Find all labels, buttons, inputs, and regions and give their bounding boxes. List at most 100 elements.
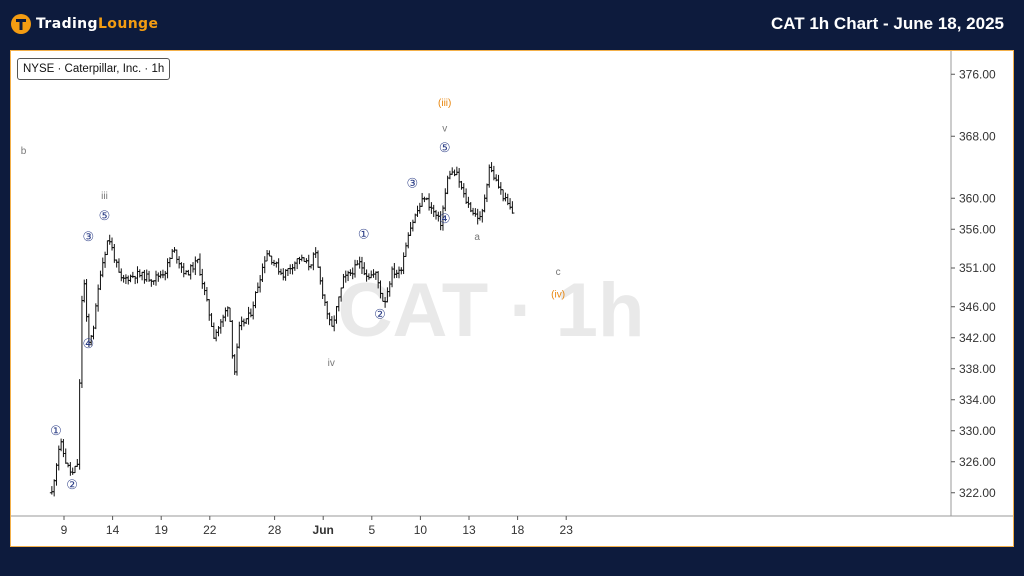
symbol-badge[interactable]: NYSE · Caterpillar, Inc. · 1h: [17, 58, 171, 80]
ohlc-bar: [295, 258, 300, 270]
ohlc-bar: [75, 458, 80, 467]
ohlc-bar: [473, 208, 478, 217]
wave-label: a: [474, 232, 480, 243]
ohlc-bar: [49, 486, 54, 495]
ohlc-bar: [207, 299, 212, 321]
ohlc-bar: [105, 240, 110, 256]
time-tick-label: 13: [462, 523, 476, 537]
ohlc-bar: [498, 182, 503, 195]
ohlc-bar: [68, 462, 73, 476]
price-tick-label: 322.00: [959, 486, 996, 500]
price-axis: 376.00 368.00 360.00 356.00 351.00 346.00 342.…: [951, 67, 996, 500]
ohlc-bar: [487, 164, 492, 188]
ohlc-bar: [318, 266, 323, 285]
ohlc-bar: [221, 314, 226, 327]
ohlc-bar: [140, 271, 145, 281]
ohlc-bar: [248, 308, 253, 318]
ohlc-bar: [262, 256, 267, 274]
ohlc-bar: [447, 170, 452, 180]
ohlc-bar: [454, 166, 459, 176]
ohlc-bar: [496, 174, 501, 189]
ohlc-bar: [123, 274, 128, 284]
ohlc-bar: [315, 250, 320, 268]
ohlc-bar: [156, 272, 161, 282]
ohlc-bar: [484, 183, 489, 203]
ohlc-bar: [184, 270, 189, 275]
ohlc-bar: [410, 219, 415, 232]
ohlc-bar: [107, 234, 112, 245]
ohlc-bar: [230, 320, 235, 359]
brand-name: TradingLounge: [36, 16, 158, 32]
wave-label: ④: [439, 211, 451, 226]
ohlc-bar: [267, 250, 272, 257]
ohlc-bar: [119, 268, 124, 282]
ohlc-bar: [466, 196, 471, 208]
ohlc-bar: [181, 262, 186, 278]
price-tick-label: 342.00: [959, 331, 996, 345]
ohlc-bar: [325, 301, 330, 320]
ohlc-bar: [251, 301, 256, 320]
ohlc-bar: [142, 269, 147, 284]
ohlc-bar: [450, 167, 455, 175]
ohlc-bar: [244, 318, 249, 324]
price-tick-label: 360.00: [959, 191, 996, 205]
ohlc-bar: [197, 253, 202, 276]
wave-label: iv: [328, 358, 335, 369]
ohlc-bar: [272, 259, 277, 267]
wave-labels: ① ② ③ ④ ⑤ iii iv ① ② ③ ④ ⑤ v (iii) a b c (iv): [21, 98, 565, 492]
ohlc-bar: [193, 256, 198, 276]
ohlc-bar: [508, 198, 513, 210]
ohlc-bar: [218, 319, 223, 334]
ohlc-bar: [464, 188, 469, 205]
brand-mark-icon: [11, 14, 31, 34]
ohlc-bar: [188, 264, 193, 280]
wave-label: (iii): [438, 98, 451, 109]
ohlc-bar: [475, 208, 480, 225]
ohlc-bar: [202, 281, 207, 296]
ohlc-bar: [477, 211, 482, 221]
price-tick-label: 376.00: [959, 67, 996, 81]
wave-label: (iv): [551, 290, 565, 301]
ohlc-bar: [431, 204, 436, 218]
brand-logo: TradingLounge: [10, 12, 158, 36]
wave-label: iii: [101, 191, 108, 202]
ohlc-bar: [211, 322, 216, 339]
ohlc-bar: [174, 249, 179, 264]
ohlc-bar: [290, 263, 295, 275]
price-tick-label: 351.00: [959, 261, 996, 275]
time-tick-label: 5: [368, 523, 375, 537]
ohlc-bar: [133, 275, 138, 285]
ohlc-bar: [63, 448, 68, 464]
ohlc-bar: [427, 193, 432, 211]
ohlc-bar: [357, 256, 362, 269]
time-axis: 9 14 19 22 28 Jun 5 10 13 18 23: [61, 516, 573, 537]
ohlc-bar: [61, 439, 66, 458]
ohlc-bar: [72, 465, 77, 474]
ohlc-bar: [332, 315, 337, 332]
time-tick-label: 9: [61, 523, 68, 537]
ohlc-bar: [258, 275, 263, 293]
ohlc-bar: [239, 316, 244, 331]
price-tick-label: 346.00: [959, 300, 996, 314]
ohlc-bar: [191, 262, 196, 273]
ohlc-bar: [100, 257, 105, 278]
ohlc-bar: [420, 192, 425, 207]
ohlc-bar: [285, 268, 290, 276]
ohlc-bar: [306, 254, 311, 271]
price-chart[interactable]: CAT · 1h 376.00368.00360.00356.00351.003…: [11, 51, 1013, 546]
ohlc-bar: [297, 256, 302, 265]
ohlc-bar: [434, 209, 439, 220]
ohlc-bar: [415, 205, 420, 217]
ohlc-bar: [54, 463, 59, 486]
ohlc-bar: [278, 268, 283, 276]
time-tick-label: 18: [511, 523, 525, 537]
ohlc-bar: [281, 268, 286, 281]
ohlc-bar: [246, 306, 251, 325]
time-tick-label: 19: [155, 523, 169, 537]
ohlc-bar: [234, 343, 239, 376]
ohlc-bar: [59, 438, 64, 452]
ohlc-bar: [153, 270, 158, 286]
ohlc-bar: [322, 294, 327, 306]
wave-label: ①: [50, 423, 62, 438]
ohlc-bar: [116, 258, 121, 273]
